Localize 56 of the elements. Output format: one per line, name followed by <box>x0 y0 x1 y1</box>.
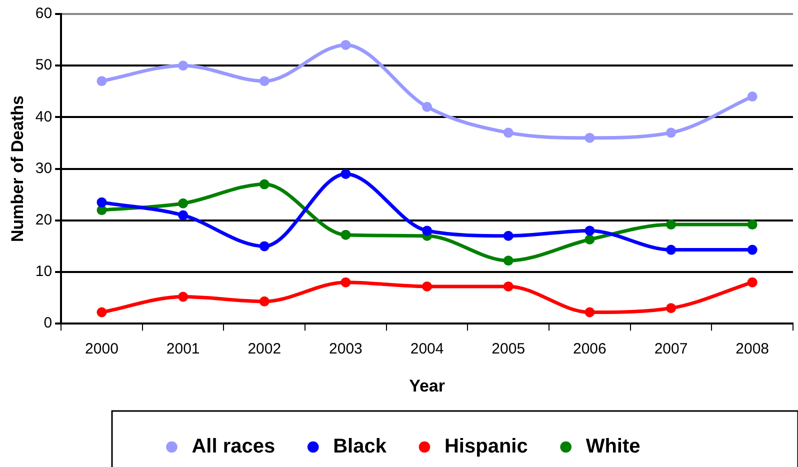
point <box>503 128 514 138</box>
x-tick-label: 2008 <box>736 340 770 358</box>
point <box>340 40 351 50</box>
legend-label: White <box>586 436 640 458</box>
x-tick-label: 2001 <box>166 340 200 358</box>
point <box>96 197 107 208</box>
legend-label: Black <box>333 436 388 458</box>
point <box>747 92 758 102</box>
point <box>666 303 676 314</box>
point <box>584 234 595 244</box>
point <box>340 168 351 179</box>
point <box>666 220 676 230</box>
y-tick-label: 20 <box>35 212 52 229</box>
y-tick-label: 60 <box>35 5 52 22</box>
x-tick-label: 2002 <box>248 340 282 358</box>
y-tick-label: 30 <box>35 160 52 177</box>
point <box>259 296 270 306</box>
point <box>584 226 595 236</box>
point <box>96 307 107 318</box>
y-tick-label: 0 <box>44 314 52 332</box>
point <box>666 128 676 138</box>
point <box>747 220 758 230</box>
legend-label: All races <box>192 436 276 458</box>
x-tick-label: 2005 <box>492 340 526 358</box>
point <box>422 281 432 292</box>
point <box>178 60 188 71</box>
y-axis-title: Number of Deaths <box>8 96 27 242</box>
x-tick-label: 2003 <box>329 340 362 358</box>
x-tick-label: 2006 <box>573 340 606 358</box>
point <box>503 256 514 266</box>
point <box>178 210 188 220</box>
x-tick-label: 2000 <box>85 340 118 358</box>
point <box>666 244 676 255</box>
x-tick-label: 2007 <box>654 340 688 358</box>
point <box>96 76 107 86</box>
point <box>178 292 188 302</box>
point <box>340 277 351 288</box>
point <box>259 179 270 190</box>
point <box>259 76 270 86</box>
y-tick-label: 40 <box>35 108 52 126</box>
x-tick-label: 2004 <box>410 340 444 358</box>
point <box>340 230 351 240</box>
point <box>259 241 270 252</box>
point <box>747 277 758 288</box>
point <box>503 281 514 292</box>
point <box>422 226 432 236</box>
point <box>422 102 432 112</box>
point <box>584 307 595 318</box>
legend-label: Hispanic <box>444 436 528 458</box>
y-tick-label: 50 <box>35 56 52 74</box>
x-axis-title: Year <box>409 376 446 396</box>
point <box>503 230 514 241</box>
point <box>747 244 758 255</box>
point <box>584 132 595 143</box>
point <box>178 198 188 208</box>
y-tick-label: 10 <box>35 263 52 280</box>
